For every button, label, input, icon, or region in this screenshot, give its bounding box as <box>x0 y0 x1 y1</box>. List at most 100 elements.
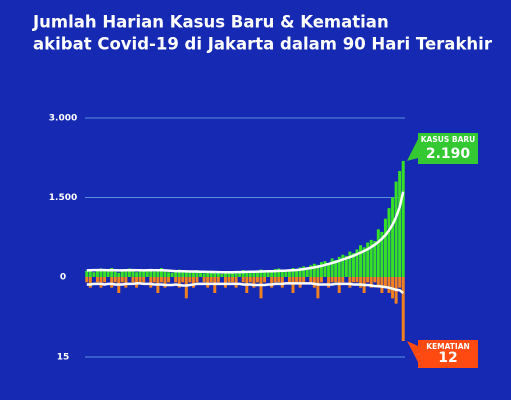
bar <box>327 263 331 277</box>
bar <box>302 266 306 277</box>
bar <box>277 268 281 277</box>
bar <box>103 271 107 277</box>
trend-line <box>86 282 404 294</box>
bar <box>248 277 252 283</box>
bar <box>341 277 345 283</box>
bar <box>223 277 227 288</box>
bar <box>298 267 302 277</box>
bar <box>401 160 405 277</box>
bar <box>270 277 274 288</box>
bar <box>120 269 124 277</box>
bar <box>95 269 99 277</box>
bar <box>369 239 373 277</box>
callout-box <box>418 133 478 164</box>
bar <box>295 270 299 277</box>
bar <box>284 271 288 277</box>
bar <box>245 272 249 277</box>
bar <box>110 277 114 288</box>
bar <box>181 270 185 277</box>
bar <box>380 231 384 277</box>
bar <box>195 270 199 277</box>
bar <box>255 277 259 283</box>
bar <box>177 269 181 277</box>
bar <box>174 277 178 283</box>
bar <box>344 255 348 277</box>
bar <box>113 271 117 277</box>
bar <box>398 277 402 288</box>
bar <box>291 267 295 277</box>
bar <box>280 277 284 288</box>
bar <box>359 277 363 288</box>
bar <box>355 277 359 283</box>
bar <box>209 277 213 283</box>
bar <box>174 271 178 277</box>
bar <box>255 270 259 277</box>
chart-title: akibat Covid-19 di Jakarta dalam 90 Hari… <box>33 35 493 54</box>
y-tick-label: 1.500 <box>49 193 77 203</box>
bar <box>241 270 245 277</box>
bar <box>124 270 128 277</box>
bar <box>85 270 89 277</box>
bar <box>359 245 363 277</box>
bar <box>88 277 92 288</box>
bar <box>351 277 355 283</box>
bar <box>216 271 220 277</box>
bar <box>366 277 370 283</box>
bar <box>309 277 313 283</box>
bar <box>238 271 242 277</box>
bar <box>149 277 153 288</box>
bar <box>394 181 398 277</box>
bar <box>273 277 277 283</box>
callout-pointer <box>407 139 418 161</box>
bar <box>383 277 387 288</box>
y-tick-label: 15 <box>57 353 70 363</box>
bar <box>188 272 192 277</box>
bar <box>277 277 281 283</box>
bar <box>223 272 227 277</box>
bar <box>319 262 323 277</box>
bar <box>323 261 327 277</box>
bar <box>159 277 163 283</box>
bar <box>327 277 331 288</box>
callout-name: KASUS BARU <box>421 135 476 144</box>
bar <box>351 253 355 277</box>
bar <box>401 277 405 341</box>
bar <box>117 272 121 277</box>
bar <box>355 249 359 277</box>
bar <box>95 277 99 283</box>
bar <box>206 277 210 288</box>
bar <box>252 271 256 277</box>
bar <box>131 269 135 277</box>
bar <box>206 271 210 277</box>
bar <box>99 277 103 288</box>
bar <box>366 242 370 277</box>
bar <box>248 272 252 277</box>
bar <box>280 270 284 277</box>
bar <box>149 269 153 277</box>
bar <box>387 208 391 277</box>
bar <box>273 269 277 277</box>
chart-title: Jumlah Harian Kasus Baru & Kematian <box>32 13 389 32</box>
bar <box>163 277 167 288</box>
bar <box>145 269 149 277</box>
bar <box>159 267 163 277</box>
bar <box>287 277 291 283</box>
bar <box>376 277 380 288</box>
bar <box>103 277 107 283</box>
bar <box>163 270 167 277</box>
bar <box>234 277 238 288</box>
bar <box>177 277 181 288</box>
bar <box>362 247 366 277</box>
bar <box>167 272 171 277</box>
bar <box>92 272 96 277</box>
bar <box>334 277 338 283</box>
bar <box>142 271 146 277</box>
bar <box>316 264 320 277</box>
bar <box>295 277 299 283</box>
bar <box>241 277 245 283</box>
bar <box>127 268 131 277</box>
bar <box>376 229 380 277</box>
